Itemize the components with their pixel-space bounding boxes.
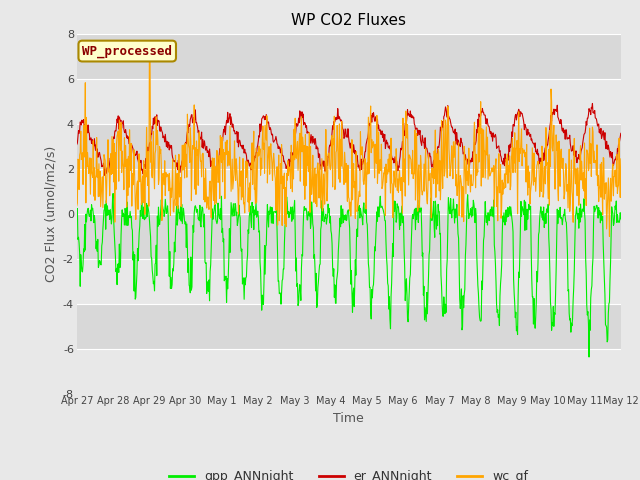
Y-axis label: CO2 Flux (umol/m2/s): CO2 Flux (umol/m2/s)	[44, 145, 58, 282]
Text: WP_processed: WP_processed	[82, 44, 172, 58]
Bar	[77, 79, 621, 123]
Bar	[77, 34, 621, 79]
Bar	[77, 348, 621, 394]
Legend: gpp_ANNnight, er_ANNnight, wc_gf: gpp_ANNnight, er_ANNnight, wc_gf	[164, 465, 533, 480]
Title: WP CO2 Fluxes: WP CO2 Fluxes	[291, 13, 406, 28]
Bar	[77, 168, 621, 214]
Bar	[77, 259, 621, 303]
X-axis label: Time: Time	[333, 412, 364, 425]
Bar	[77, 214, 621, 259]
Bar	[77, 123, 621, 168]
Bar	[77, 303, 621, 348]
